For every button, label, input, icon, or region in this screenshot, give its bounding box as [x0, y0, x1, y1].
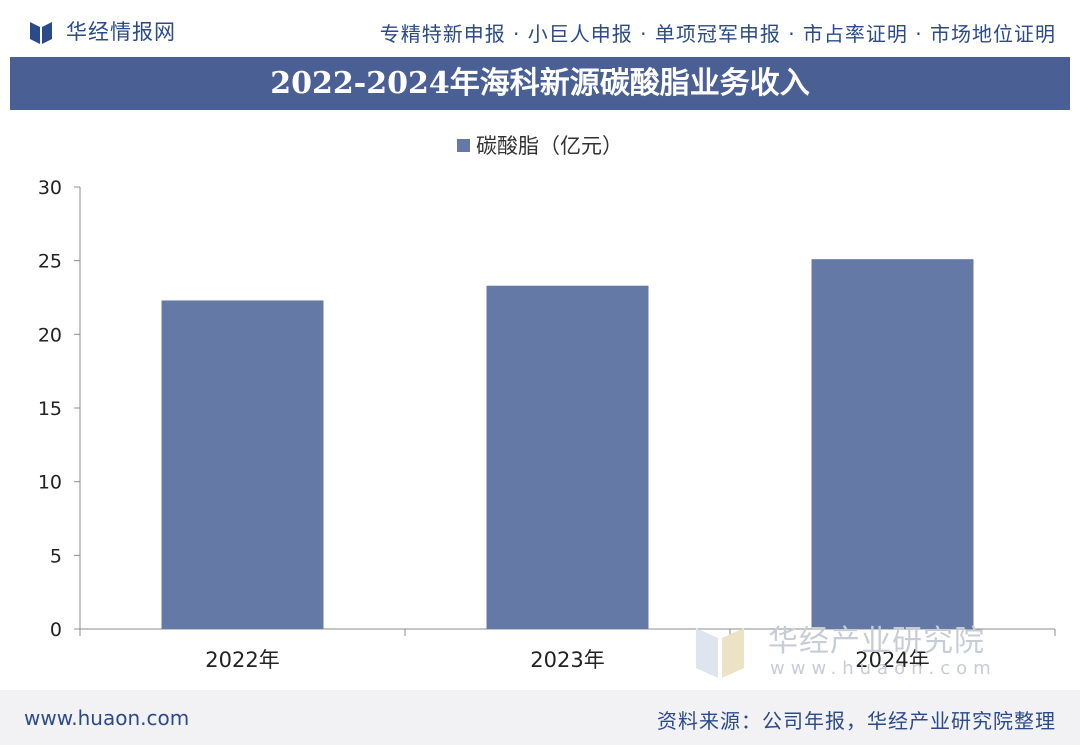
- watermark-logo-icon: [696, 628, 744, 678]
- bar: [161, 300, 324, 629]
- x-tick-label: 2023年: [530, 648, 604, 672]
- source-note: 资料来源：公司年报，华经产业研究院整理: [657, 709, 1056, 733]
- watermark-text: 华经产业研究院: [768, 624, 985, 659]
- y-tick-label: 15: [38, 398, 62, 420]
- y-tick-label: 20: [38, 324, 62, 346]
- x-tick-label: 2022年: [205, 648, 279, 672]
- legend-label: 碳酸脂（亿元）: [476, 134, 623, 158]
- legend: 碳酸脂（亿元）: [457, 134, 623, 158]
- y-tick-label: 0: [50, 619, 62, 641]
- title-bar: 2022-2024年海科新源碳酸脂业务收入: [10, 57, 1070, 110]
- footer: www.huaon.com 资料来源：公司年报，华经产业研究院整理: [0, 690, 1080, 745]
- watermark-url: www.huaon.com: [770, 658, 997, 679]
- y-tick-label: 5: [50, 545, 62, 567]
- y-tick-label: 25: [38, 251, 62, 273]
- y-tick-label: 10: [38, 472, 62, 494]
- brand-name[interactable]: 华经情报网: [66, 20, 176, 44]
- chart-title: 2022-2024年海科新源碳酸脂业务收入: [270, 66, 810, 101]
- footer-url[interactable]: www.huaon.com: [24, 706, 190, 730]
- huajing-logo-icon: [30, 22, 52, 44]
- legend-swatch: [457, 139, 470, 152]
- bar: [811, 259, 974, 629]
- header: 华经情报网 专精特新申报 · 小巨人申报 · 单项冠军申报 · 市占率证明 · …: [0, 0, 1080, 60]
- service-tagline: 专精特新申报 · 小巨人申报 · 单项冠军申报 · 市占率证明 · 市场地位证明: [379, 22, 1056, 46]
- bar: [486, 285, 649, 629]
- x-tick-label: 2024年: [855, 648, 929, 672]
- y-tick-label: 30: [38, 177, 62, 199]
- bar-chart: 碳酸脂（亿元） 0 5 10 15 20 25 30 2022年 2023年 2024年: [38, 134, 1056, 672]
